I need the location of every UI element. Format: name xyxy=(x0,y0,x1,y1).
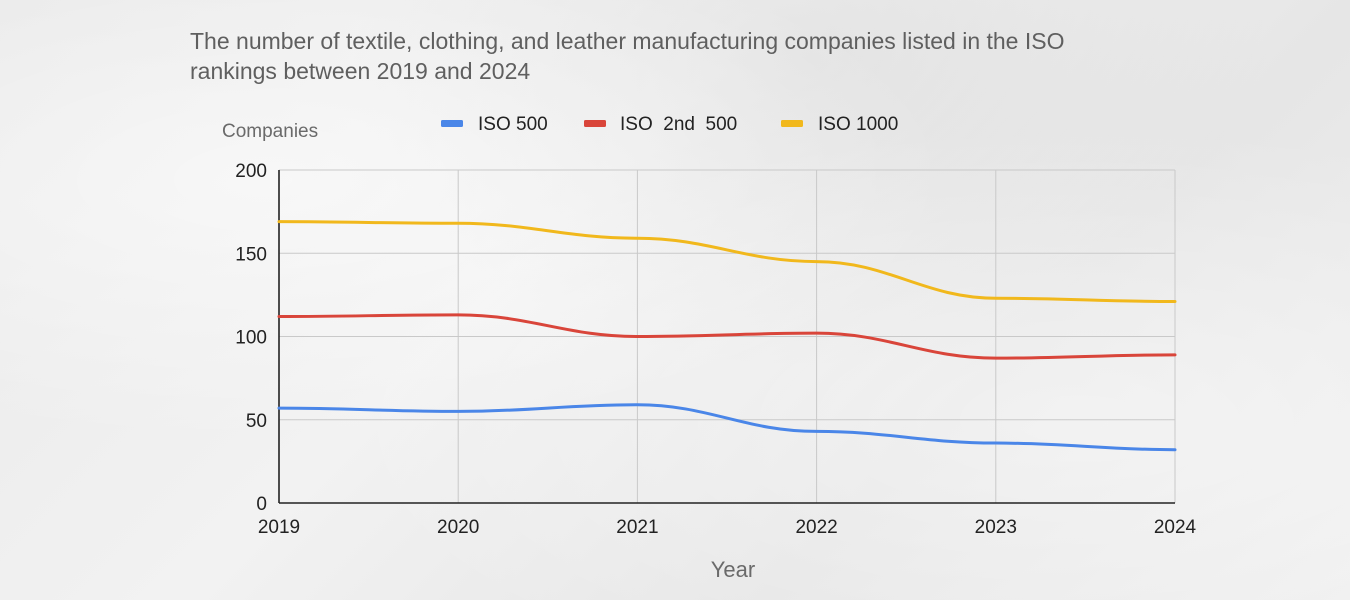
x-tick-label: 2019 xyxy=(258,517,300,538)
legend-swatch xyxy=(441,120,463,127)
legend-swatch xyxy=(584,120,606,127)
y-tick-label: 150 xyxy=(235,244,267,265)
legend-swatch xyxy=(781,120,803,127)
axes xyxy=(278,170,1175,504)
x-tick-label: 2023 xyxy=(975,517,1017,538)
y-tick-label: 100 xyxy=(235,328,267,349)
series-line-iso-1000 xyxy=(277,220,1177,304)
series-line-iso-2nd-500 xyxy=(277,313,1177,360)
series-lines xyxy=(277,220,1177,452)
series-line-iso-500 xyxy=(277,403,1177,452)
y-tick-label: 50 xyxy=(246,411,267,432)
y-tick-label: 0 xyxy=(256,494,267,515)
x-tick-label: 2024 xyxy=(1154,517,1197,538)
x-tick-labels: 2019 2020 2021 2022 2023 2024 xyxy=(258,517,1197,538)
legend-label: ISO 2nd 500 xyxy=(620,114,737,135)
x-tick-label: 2021 xyxy=(616,517,658,538)
y-tick-labels: 0 50 100 150 200 xyxy=(235,161,267,515)
chart-title: The number of textile, clothing, and lea… xyxy=(190,28,1065,84)
x-tick-label: 2022 xyxy=(795,517,837,538)
legend-label: ISO 1000 xyxy=(818,114,898,135)
y-tick-label: 200 xyxy=(235,161,267,182)
x-axis-title: Year xyxy=(711,557,755,582)
legend-label: ISO 500 xyxy=(478,114,548,135)
x-tick-label: 2020 xyxy=(437,517,479,538)
y-axis-title: Companies xyxy=(222,121,318,142)
legend: ISO 500 ISO 2nd 500 ISO 1000 xyxy=(441,114,898,135)
grid xyxy=(279,169,1176,503)
